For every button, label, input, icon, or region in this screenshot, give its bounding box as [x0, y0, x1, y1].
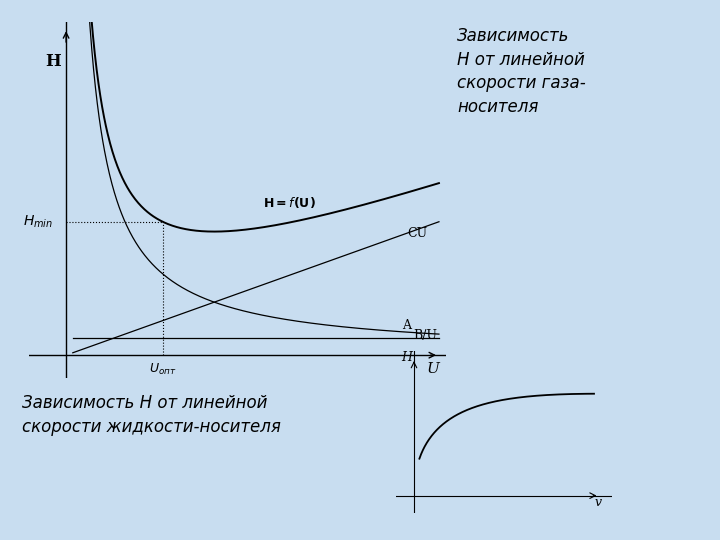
- Text: B/U: B/U: [413, 328, 437, 342]
- Text: $H_{min}$: $H_{min}$: [23, 214, 53, 230]
- Text: $\bf{H=}$$\it{f}$$\bf{(U)}$: $\bf{H=}$$\it{f}$$\bf{(U)}$: [264, 195, 316, 210]
- Text: Зависимость Н от линейной
скорости жидкости-носителя: Зависимость Н от линейной скорости жидко…: [22, 394, 281, 436]
- Text: H: H: [45, 53, 61, 70]
- Text: A: A: [402, 319, 410, 332]
- Text: v: v: [594, 496, 601, 509]
- Text: $U_{опт}$: $U_{опт}$: [149, 362, 177, 377]
- Text: U: U: [427, 361, 440, 375]
- Text: CU: CU: [408, 227, 428, 240]
- Text: H: H: [401, 351, 413, 364]
- Text: Зависимость
Н от линейной
скорости газа-
носителя: Зависимость Н от линейной скорости газа-…: [457, 27, 586, 116]
